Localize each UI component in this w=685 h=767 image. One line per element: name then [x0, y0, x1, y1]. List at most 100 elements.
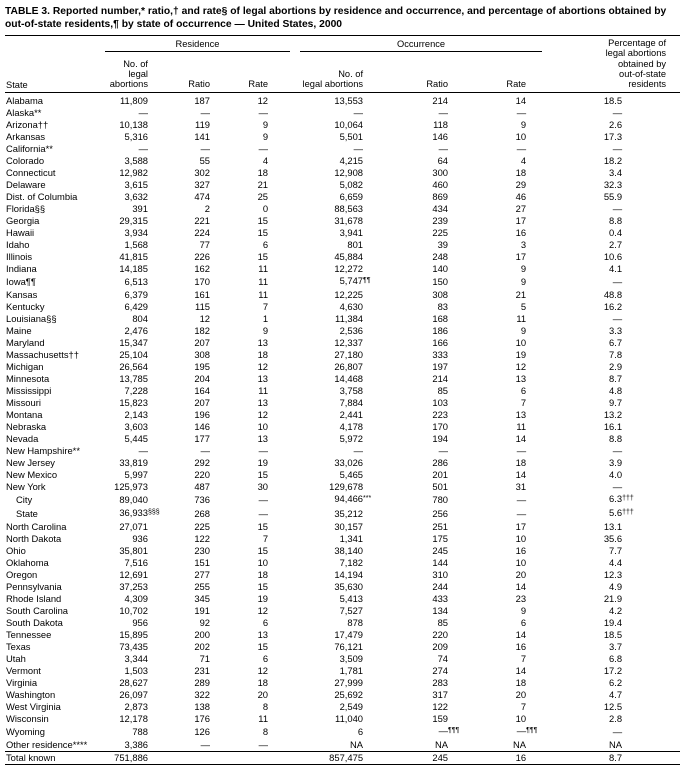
value-cell: 231: [194, 664, 210, 676]
abortions-by-state-table: Residence Occurrence Percentage of legal…: [5, 34, 681, 765]
value-cell: 460: [432, 178, 449, 190]
value-cell: 83: [437, 300, 449, 312]
table-row: Kansas 6,379 161 11 12,225 308 21 48.8: [5, 289, 680, 301]
value-cell: 5.6†††: [609, 506, 634, 518]
value-cell: 292: [194, 456, 210, 468]
table-row: Maryland 15,347 207 13 12,337 166 10 6.7: [5, 337, 680, 349]
value-cell: 6: [262, 616, 269, 628]
value-cell: 13.2: [603, 408, 623, 420]
value-cell: —: [438, 444, 449, 456]
table-row: City 89,040 736 — 94,466*** 780 — 6.3†††: [5, 493, 680, 507]
value-cell: 12: [199, 312, 210, 324]
table-row: New Hampshire** — — — — — — —: [5, 445, 680, 457]
value-cell: 18: [515, 166, 527, 178]
value-cell: 122: [194, 532, 210, 544]
value-cell: 4.0: [609, 468, 623, 480]
residence-group-header: Residence: [105, 35, 291, 52]
value-cell: 9: [520, 262, 527, 274]
value-cell: 1,341: [339, 532, 364, 544]
value-cell: 71: [199, 652, 210, 664]
value-cell: 14,468: [334, 372, 364, 384]
table-row: Nebraska 3,603 146 10 4,178 170 11 16.1: [5, 421, 680, 433]
value-cell: 77: [199, 238, 210, 250]
value-cell: 15,347: [119, 336, 148, 348]
value-cell: 5,316: [124, 130, 148, 142]
value-cell: 201: [432, 468, 449, 480]
value-cell: 3,758: [339, 384, 364, 396]
table-row: Louisiana§§ 804 12 1 11,384 168 11 —: [5, 313, 680, 325]
value-cell: 88,563: [334, 202, 364, 214]
value-cell: 162: [194, 262, 210, 274]
value-cell: 12.3: [603, 568, 623, 580]
table-row: Michigan 26,564 195 12 26,807 197 12 2.9: [5, 361, 680, 373]
value-cell: 12,272: [334, 262, 364, 274]
value-cell: —¶¶¶: [438, 724, 460, 736]
value-cell: 7: [520, 396, 527, 408]
table-row: New York 125,973 487 30 129,678 501 31 —: [5, 481, 680, 493]
value-cell: 3,386: [124, 738, 148, 750]
value-cell: 138: [194, 700, 210, 712]
value-cell: 35,801: [119, 544, 148, 556]
state-name-cell: Rhode Island: [6, 592, 62, 604]
value-cell: 6,513: [124, 275, 148, 287]
value-cell: 29: [515, 178, 527, 190]
table-row: Total known 751,886 857,475 245 16 8.7: [5, 750, 681, 765]
value-cell: 204: [194, 372, 210, 384]
value-cell: 17.3: [603, 130, 623, 142]
value-cell: 245: [365, 750, 451, 765]
value-cell: 16: [515, 226, 527, 238]
table-row: Ohio 35,801 230 15 38,140 245 16 7.7: [5, 545, 680, 557]
value-cell: 214: [432, 372, 449, 384]
state-name-cell: North Carolina: [6, 520, 67, 532]
occurrence-ratio-header: Ratio: [365, 51, 451, 93]
value-cell: 3,941: [339, 226, 364, 238]
value-cell: 433: [432, 592, 449, 604]
state-name-cell: Oregon: [6, 568, 38, 580]
value-cell: 33,819: [119, 456, 148, 468]
value-cell: 2.9: [609, 360, 623, 372]
value-cell: —: [516, 142, 527, 154]
value-cell: 15: [257, 214, 269, 226]
value-cell: 245: [432, 544, 449, 556]
value-cell: 74: [437, 652, 449, 664]
value-cell: 129,678: [329, 480, 364, 492]
value-cell: 12: [257, 94, 269, 106]
value-cell: —: [258, 507, 269, 519]
state-name-cell: New Mexico: [6, 468, 58, 480]
state-name-cell: New York: [6, 480, 46, 492]
value-cell: 0: [262, 202, 269, 214]
value-cell: 170: [432, 420, 449, 432]
value-cell: 474: [194, 190, 210, 202]
value-cell: 5,465: [339, 468, 364, 480]
value-cell: 2,536: [339, 324, 364, 336]
value-cell: 11: [516, 312, 527, 324]
value-cell: 92: [199, 616, 210, 628]
value-cell: —: [516, 493, 527, 505]
value-cell: 6,429: [124, 300, 148, 312]
value-cell: 200: [194, 628, 210, 640]
state-name-cell: Vermont: [6, 664, 41, 676]
value-cell: 146: [432, 130, 449, 142]
value-cell: 8.7: [528, 750, 681, 765]
value-cell: 11: [258, 384, 269, 396]
value-cell: 2.7: [609, 238, 623, 250]
state-name-cell: Nebraska: [6, 420, 47, 432]
value-cell: 226: [194, 250, 210, 262]
value-cell: 85: [437, 384, 449, 396]
table-row: Hawaii 3,934 224 15 3,941 225 16 0.4: [5, 227, 680, 239]
value-cell: —: [438, 142, 449, 154]
value-cell: 11: [258, 288, 269, 300]
value-cell: 12,691: [119, 568, 148, 580]
value-cell: 207: [194, 396, 210, 408]
state-name-cell: Utah: [6, 652, 26, 664]
value-cell: 9: [520, 604, 527, 616]
state-name-cell: California**: [6, 142, 53, 154]
value-cell: 4,178: [339, 420, 364, 432]
value-cell: 956: [132, 616, 148, 628]
table-row: Texas 73,435 202 15 76,121 209 16 3.7: [5, 641, 680, 653]
table-row: Rhode Island 4,309 345 19 5,413 433 23 21.9: [5, 593, 680, 605]
value-cell: 18.5: [603, 628, 623, 640]
value-cell: —: [258, 106, 269, 118]
table-row: Idaho 1,568 77 6 801 39 3 2.7: [5, 239, 680, 251]
value-cell: 878: [347, 616, 364, 628]
